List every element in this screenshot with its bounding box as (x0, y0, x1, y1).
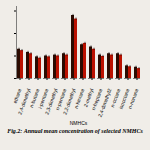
svg-text:n-butane: n-butane (28, 87, 41, 109)
svg-text:2,4-dimethyl2: 2,4-dimethyl2 (96, 87, 113, 118)
svg-text:2-methyl: 2-methyl (82, 87, 95, 108)
svg-text:i-pentane: i-pentane (36, 87, 50, 110)
svg-text:2,4-dimethyl: 2,4-dimethyl (16, 87, 32, 116)
svg-text:n-nonane: n-nonane (127, 88, 140, 110)
svg-text:2,3-dimethyl: 2,3-dimethyl (43, 87, 59, 116)
svg-text:NMHCs: NMHCs (70, 120, 88, 126)
svg-text:n-hexane: n-hexane (72, 87, 86, 110)
svg-text:n-heptane: n-heptane (90, 87, 104, 111)
svg-text:n-pentane: n-pentane (54, 87, 68, 111)
svg-text:ethane: ethane (11, 87, 23, 105)
svg-text:isooctane: isooctane (117, 87, 131, 110)
svg-text:2,2-dimethyl: 2,2-dimethyl (61, 87, 77, 116)
html-text:Fig.2: Annual mean concentrati: Fig.2: Annual mean concentration of sele… (7, 128, 143, 134)
svg-text:n-octane: n-octane (109, 87, 122, 109)
